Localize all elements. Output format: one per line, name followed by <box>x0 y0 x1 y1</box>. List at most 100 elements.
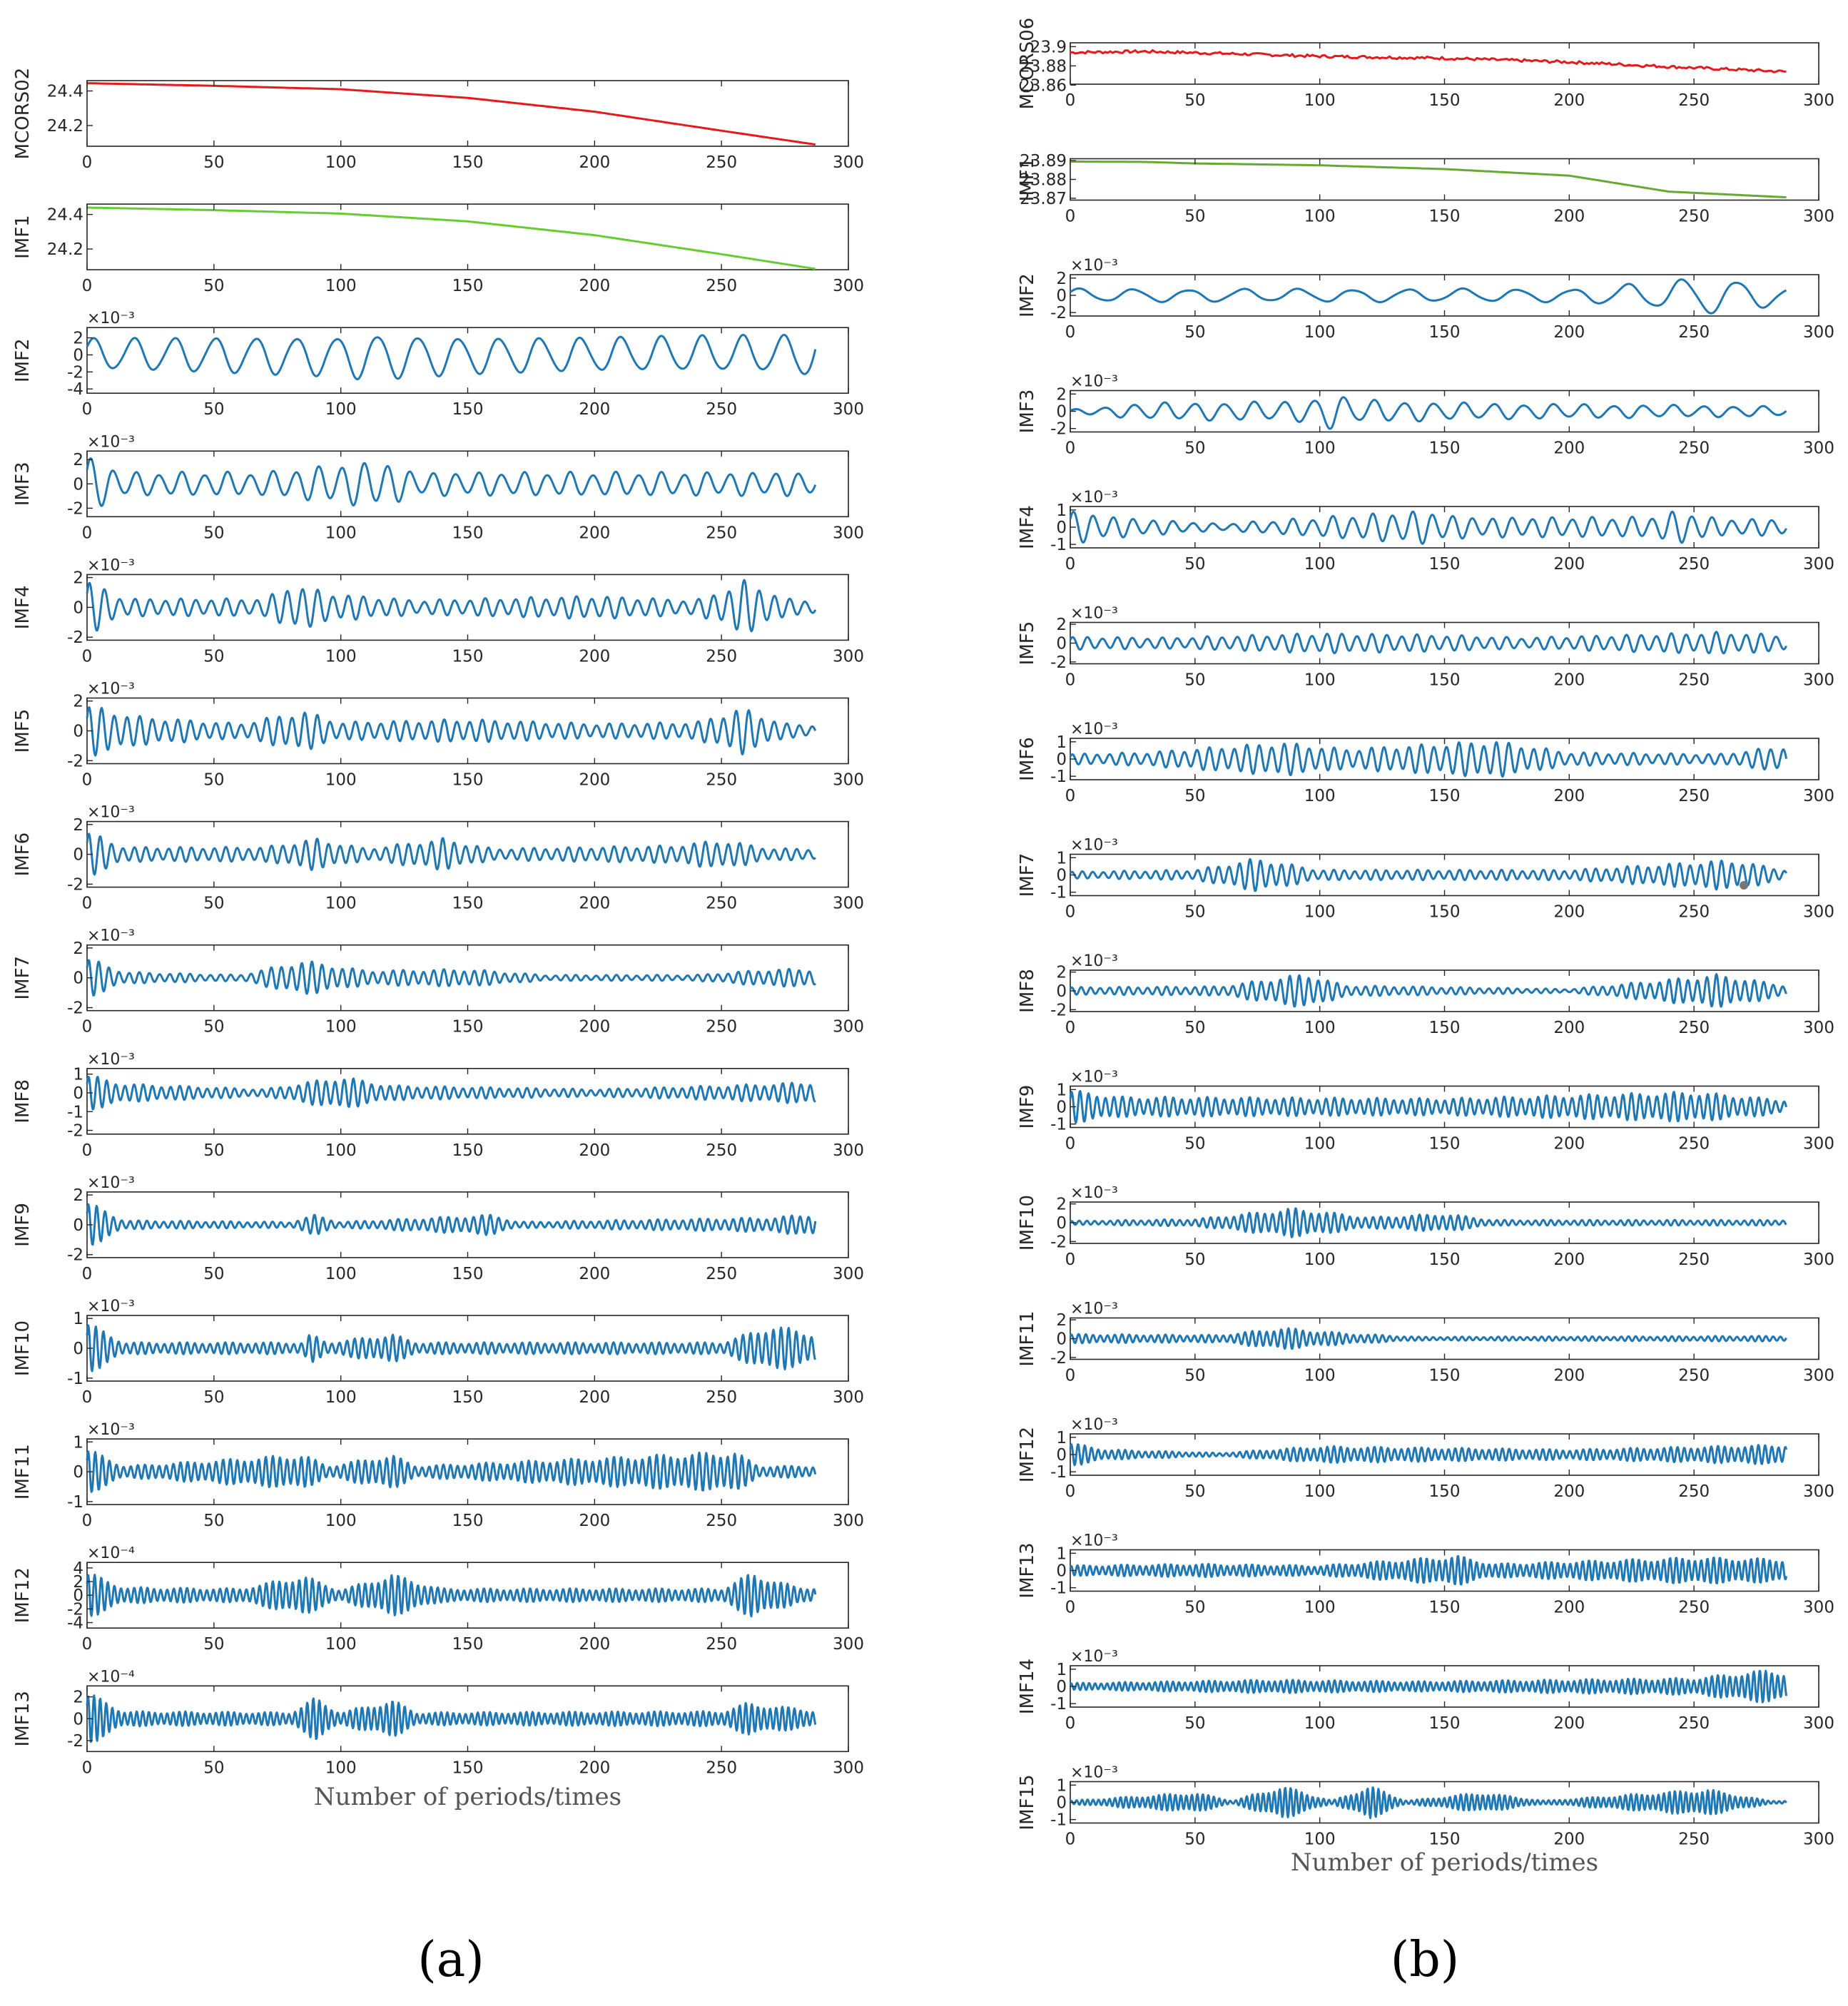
y-exponent-label: ×10⁻³ <box>87 556 135 574</box>
x-tick-label: 250 <box>1678 208 1710 226</box>
y-axis-label: IMF2 <box>1017 273 1038 317</box>
x-tick-label: 150 <box>1429 91 1461 110</box>
x-tick-label: 0 <box>1065 1714 1076 1733</box>
y-tick-label: 0 <box>73 1084 83 1103</box>
series-line <box>1069 1555 1787 1586</box>
y-tick-label: 0 <box>73 475 83 494</box>
series-line <box>1070 49 1787 73</box>
y-axis-label: IMF11 <box>12 1444 34 1500</box>
y-exponent-label: ×10⁻³ <box>1070 1648 1118 1666</box>
y-tick-label: 2 <box>1056 385 1067 404</box>
series-line <box>86 206 816 270</box>
x-tick-label: 150 <box>1429 1135 1461 1154</box>
x-tick-label: 150 <box>452 400 484 419</box>
x-tick-label: 100 <box>325 1388 357 1407</box>
y-tick-label: 0 <box>73 969 83 988</box>
y-exponent-label: ×10⁻³ <box>87 1421 135 1439</box>
y-exponent-label: ×10⁻³ <box>87 927 135 945</box>
x-tick-label: 150 <box>452 1388 484 1407</box>
y-exponent-label: ×10⁻³ <box>1070 489 1118 506</box>
y-tick-label: 0 <box>73 1216 83 1235</box>
y-tick-label: 0 <box>1056 982 1067 1001</box>
x-tick-label: 200 <box>579 647 610 666</box>
y-exponent-label: ×10⁻³ <box>1070 1300 1118 1318</box>
x-tick-label: 200 <box>579 771 610 790</box>
data-marker <box>1740 881 1749 890</box>
x-tick-label: 250 <box>1678 1251 1710 1269</box>
x-tick-label: 150 <box>1429 1251 1461 1269</box>
y-tick-label: -1 <box>1050 536 1067 554</box>
x-tick-label: 150 <box>452 1758 484 1777</box>
x-tick-label: 250 <box>1678 1019 1710 1037</box>
axes-box <box>1070 42 1819 85</box>
series-line <box>1069 1327 1787 1350</box>
x-tick-label: 100 <box>325 1758 357 1777</box>
x-tick-label: 50 <box>1184 1019 1205 1037</box>
x-tick-label: 100 <box>325 153 357 172</box>
x-tick-label: 300 <box>1803 555 1834 574</box>
y-tick-label: -2 <box>67 1122 83 1141</box>
y-tick-label: 2 <box>73 451 83 469</box>
x-tick-label: 100 <box>1304 439 1336 458</box>
y-axis-label: IMF5 <box>1017 621 1038 666</box>
x-tick-label: 200 <box>1553 1019 1585 1037</box>
y-tick-label: 0 <box>1056 635 1067 653</box>
x-tick-label: 250 <box>1678 1367 1710 1385</box>
series-line <box>86 1574 817 1618</box>
y-axis-label: IMF5 <box>12 709 34 753</box>
y-tick-label: -1 <box>1050 768 1067 786</box>
x-tick-label: 100 <box>325 1265 357 1283</box>
y-axis-label: MCORS02 <box>12 68 34 160</box>
x-tick-label: 50 <box>1184 439 1205 458</box>
x-tick-label: 250 <box>1678 787 1710 805</box>
series-line <box>1070 161 1787 198</box>
y-axis-label: MCORS06 <box>1017 18 1038 110</box>
x-tick-label: 0 <box>1065 323 1076 342</box>
y-tick-label: 1 <box>1056 1544 1067 1563</box>
x-tick-label: 100 <box>325 771 357 790</box>
x-tick-label: 0 <box>1065 555 1076 574</box>
y-axis-label: IMF2 <box>12 338 34 382</box>
x-tick-label: 250 <box>706 1635 737 1654</box>
x-tick-label: 100 <box>1304 903 1336 922</box>
series-line <box>86 82 816 146</box>
y-tick-label: -1 <box>67 1493 83 1512</box>
x-tick-label: 0 <box>1065 1831 1076 1849</box>
y-exponent-label: ×10⁻³ <box>1070 1764 1118 1782</box>
x-tick-label: 300 <box>833 771 864 790</box>
series-line <box>86 1450 817 1493</box>
x-tick-label: 50 <box>1184 91 1205 110</box>
y-tick-label: 23.88 <box>1020 171 1067 190</box>
y-exponent-label: ×10⁻³ <box>87 433 135 451</box>
y-tick-label: 0 <box>1056 1794 1067 1813</box>
y-tick-label: -1 <box>67 1370 83 1388</box>
x-tick-label: 300 <box>1803 903 1834 922</box>
x-tick-label: 50 <box>1184 1135 1205 1154</box>
y-axis-label: IMF7 <box>1017 853 1038 897</box>
y-axis-label: IMF15 <box>1017 1774 1038 1830</box>
axes-box <box>86 574 849 641</box>
x-tick-label: 300 <box>833 1758 864 1777</box>
x-tick-label: 300 <box>833 1635 864 1654</box>
x-tick-label: 200 <box>1553 91 1585 110</box>
y-tick-label: -1 <box>67 1103 83 1121</box>
x-tick-label: 150 <box>1429 555 1461 574</box>
x-tick-label: 50 <box>203 1388 224 1407</box>
y-tick-label: 2 <box>73 569 83 588</box>
x-tick-label: 50 <box>203 277 224 295</box>
y-tick-label: -2 <box>67 1246 83 1265</box>
axes-box <box>1070 738 1819 780</box>
x-tick-label: 250 <box>1678 439 1710 458</box>
x-tick-label: 0 <box>1065 1599 1076 1617</box>
y-tick-label: 23.89 <box>1020 152 1067 170</box>
y-tick-label: 0 <box>73 599 83 617</box>
y-axis-label: IMF13 <box>1017 1542 1038 1598</box>
x-tick-label: 50 <box>203 771 224 790</box>
